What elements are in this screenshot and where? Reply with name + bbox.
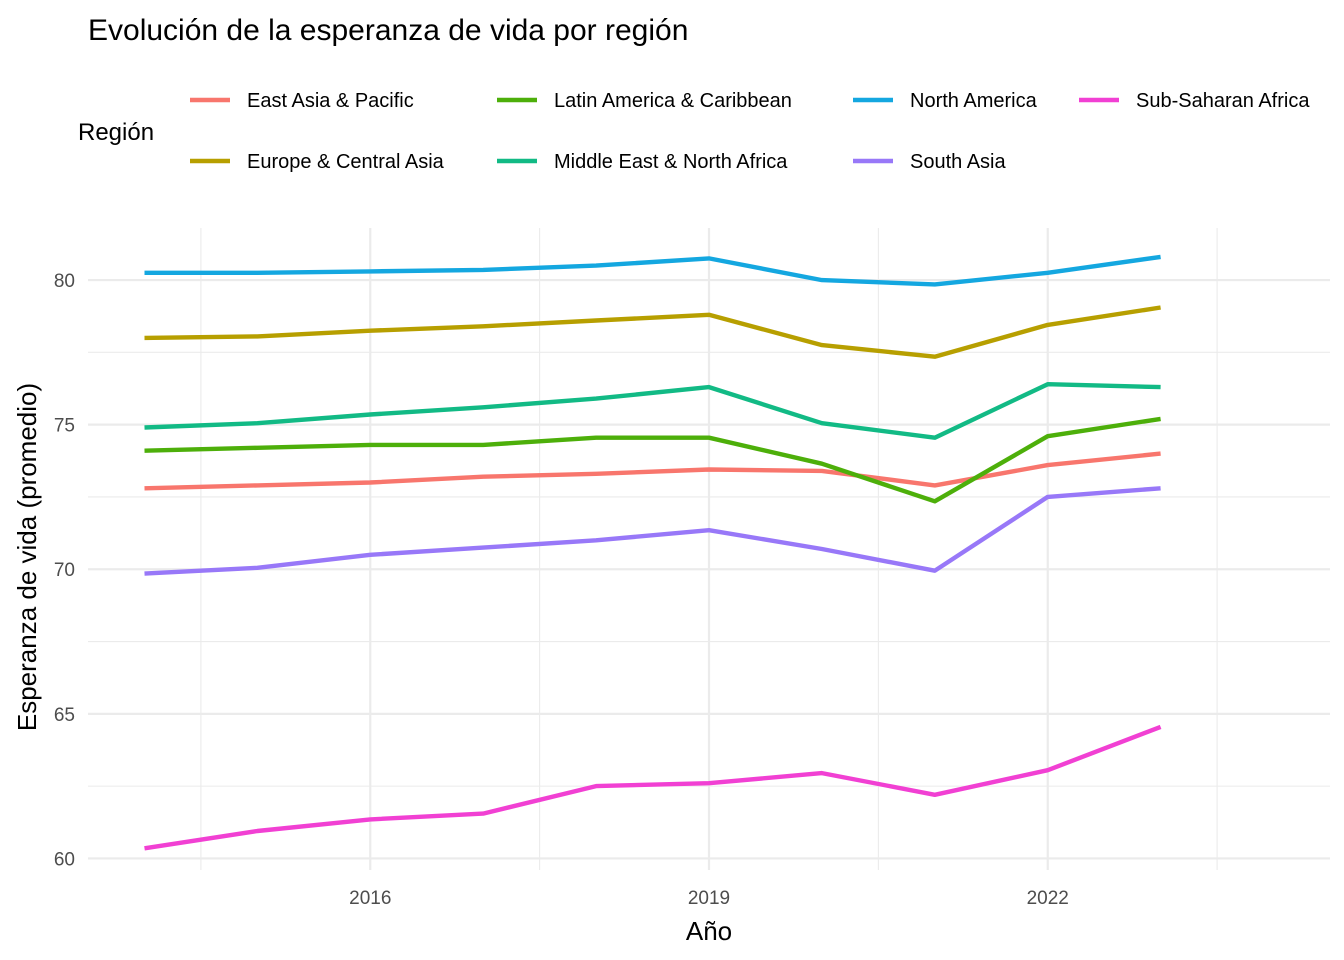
legend-label-europe-central-asia: Europe & Central Asia [247,151,445,173]
series-line-europe-central-asia [144,305,1161,359]
y-tick-label-65: 65 [54,705,75,726]
chart-title: Evolución de la esperanza de vida por re… [88,14,688,47]
series-line-latin-america-caribbean [144,416,1161,504]
legend: East Asia & Pacific Europe & Central Asia… [190,90,1310,173]
y-axis-title: Esperanza de vida (promedio) [12,383,42,731]
series-line-south-asia [144,486,1161,576]
legend-item-north-america: North America [853,90,1038,112]
major-gridlines [88,228,1330,870]
x-axis-title: Año [686,916,732,946]
x-axis-tick-labels: 2016 2019 2022 [349,888,1069,909]
legend-item-latin-america-caribbean: Latin America & Caribbean [497,90,792,112]
legend-label-south-asia: South Asia [910,151,1007,173]
series-line-sub-saharan-africa [144,724,1162,851]
y-tick-label-60: 60 [54,849,75,870]
x-tick-label-2022: 2022 [1027,888,1069,909]
legend-label-latin-america-caribbean: Latin America & Caribbean [554,90,792,112]
legend-item-middle-east-north-africa: Middle East & North Africa [497,151,788,173]
legend-item-europe-central-asia: Europe & Central Asia [190,151,445,173]
y-tick-label-75: 75 [54,416,75,437]
legend-label-north-america: North America [910,90,1038,112]
legend-item-south-asia: South Asia [853,151,1007,173]
series-lines [144,254,1162,851]
series-line-east-asia-pacific [144,451,1161,491]
legend-title: Región [78,119,154,146]
y-tick-label-80: 80 [54,271,75,292]
legend-item-sub-saharan-africa: Sub-Saharan Africa [1079,90,1310,112]
y-tick-label-70: 70 [54,560,75,581]
series-line-north-america [144,254,1161,287]
legend-label-sub-saharan-africa: Sub-Saharan Africa [1136,90,1310,112]
x-tick-label-2016: 2016 [349,888,391,909]
series-line-middle-east-north-africa [144,382,1161,440]
legend-label-middle-east-north-africa: Middle East & North Africa [554,151,788,173]
x-tick-label-2019: 2019 [688,888,730,909]
legend-item-east-asia-pacific: East Asia & Pacific [190,90,414,112]
legend-label-east-asia-pacific: East Asia & Pacific [247,90,414,112]
y-axis-tick-labels: 60 65 70 75 80 [54,271,75,870]
